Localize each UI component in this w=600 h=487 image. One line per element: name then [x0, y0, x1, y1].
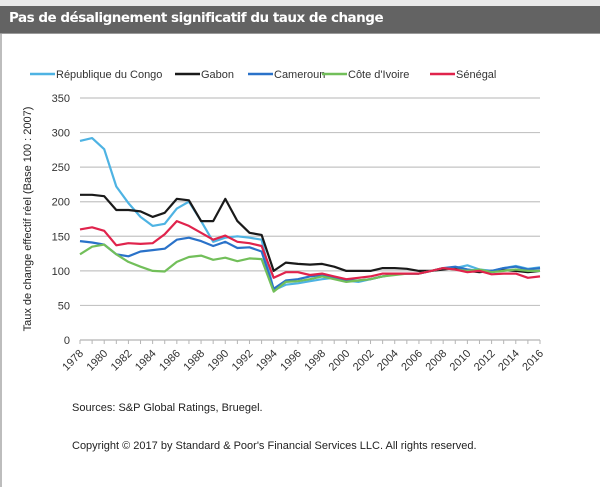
x-tick-label: 2000: [327, 348, 353, 374]
x-tick-label: 1994: [254, 348, 280, 374]
y-tick-label: 350: [52, 93, 70, 105]
x-tick-label: 2016: [520, 348, 546, 374]
series-line-gabon: [80, 193, 541, 274]
frame-left-border: [0, 34, 2, 487]
y-tick-label: 100: [52, 266, 70, 278]
top-strip: [0, 0, 600, 6]
x-tick-label: 1986: [157, 348, 183, 374]
y-tick-label: 150: [52, 231, 70, 243]
legend-label: Côte d'Ivoire: [348, 69, 409, 81]
legend: République du Congo Gabon Cameroun Côte d'I…: [30, 69, 496, 81]
x-tick-label: 2012: [472, 348, 498, 374]
x-tick-label: 1980: [85, 348, 111, 374]
x-tick-label: 2002: [351, 348, 377, 374]
x-tick-label: 2014: [496, 348, 522, 374]
y-tick-label: 200: [52, 197, 70, 209]
x-tick-label: 1978: [60, 348, 86, 374]
x-tick-label: 1996: [278, 348, 304, 374]
x-axis: 1978198019821984198619881990199219941996…: [60, 339, 546, 374]
y-tick-label: 0: [64, 335, 70, 347]
x-tick-label: 1982: [109, 348, 135, 374]
x-tick-label: 2010: [448, 348, 474, 374]
x-tick-label: 1998: [302, 348, 328, 374]
y-tick-label: 250: [52, 162, 70, 174]
y-axis-ticks: 0 50 100 150 200 250 300 350: [52, 93, 70, 347]
copyright-note: Copyright © 2017 by Standard & Poor's Fi…: [72, 440, 477, 452]
legend-label: Sénégal: [456, 69, 496, 81]
series-line-cameroun: [79, 236, 541, 290]
series-lines: [79, 137, 541, 293]
y-axis-label: Taux de change effectif réel (Base 100 :…: [22, 107, 34, 332]
title-bar: Pas de désalignement significatif du tau…: [0, 6, 600, 34]
legend-label: République du Congo: [56, 69, 162, 81]
sources-note: Sources: S&P Global Ratings, Bruegel.: [72, 402, 263, 414]
x-tick-label: 1990: [206, 348, 232, 374]
x-tick-label: 1984: [133, 348, 159, 374]
x-tick-label: 2008: [423, 348, 449, 374]
chart-title: Pas de désalignement significatif du tau…: [9, 10, 384, 26]
series-line-r-publique-du-congo: [79, 137, 541, 292]
x-tick-label: 2004: [375, 348, 401, 374]
series-line-c-te-d-ivoire: [79, 243, 540, 293]
x-tick-label: 1992: [230, 348, 256, 374]
y-tick-label: 300: [52, 128, 70, 140]
legend-label: Cameroun: [274, 69, 325, 81]
y-tick-label: 50: [58, 300, 70, 312]
x-tick-label: 1988: [181, 348, 207, 374]
x-tick-label: 2006: [399, 348, 425, 374]
series-line-s-n-gal: [79, 220, 541, 281]
legend-label: Gabon: [201, 69, 234, 81]
